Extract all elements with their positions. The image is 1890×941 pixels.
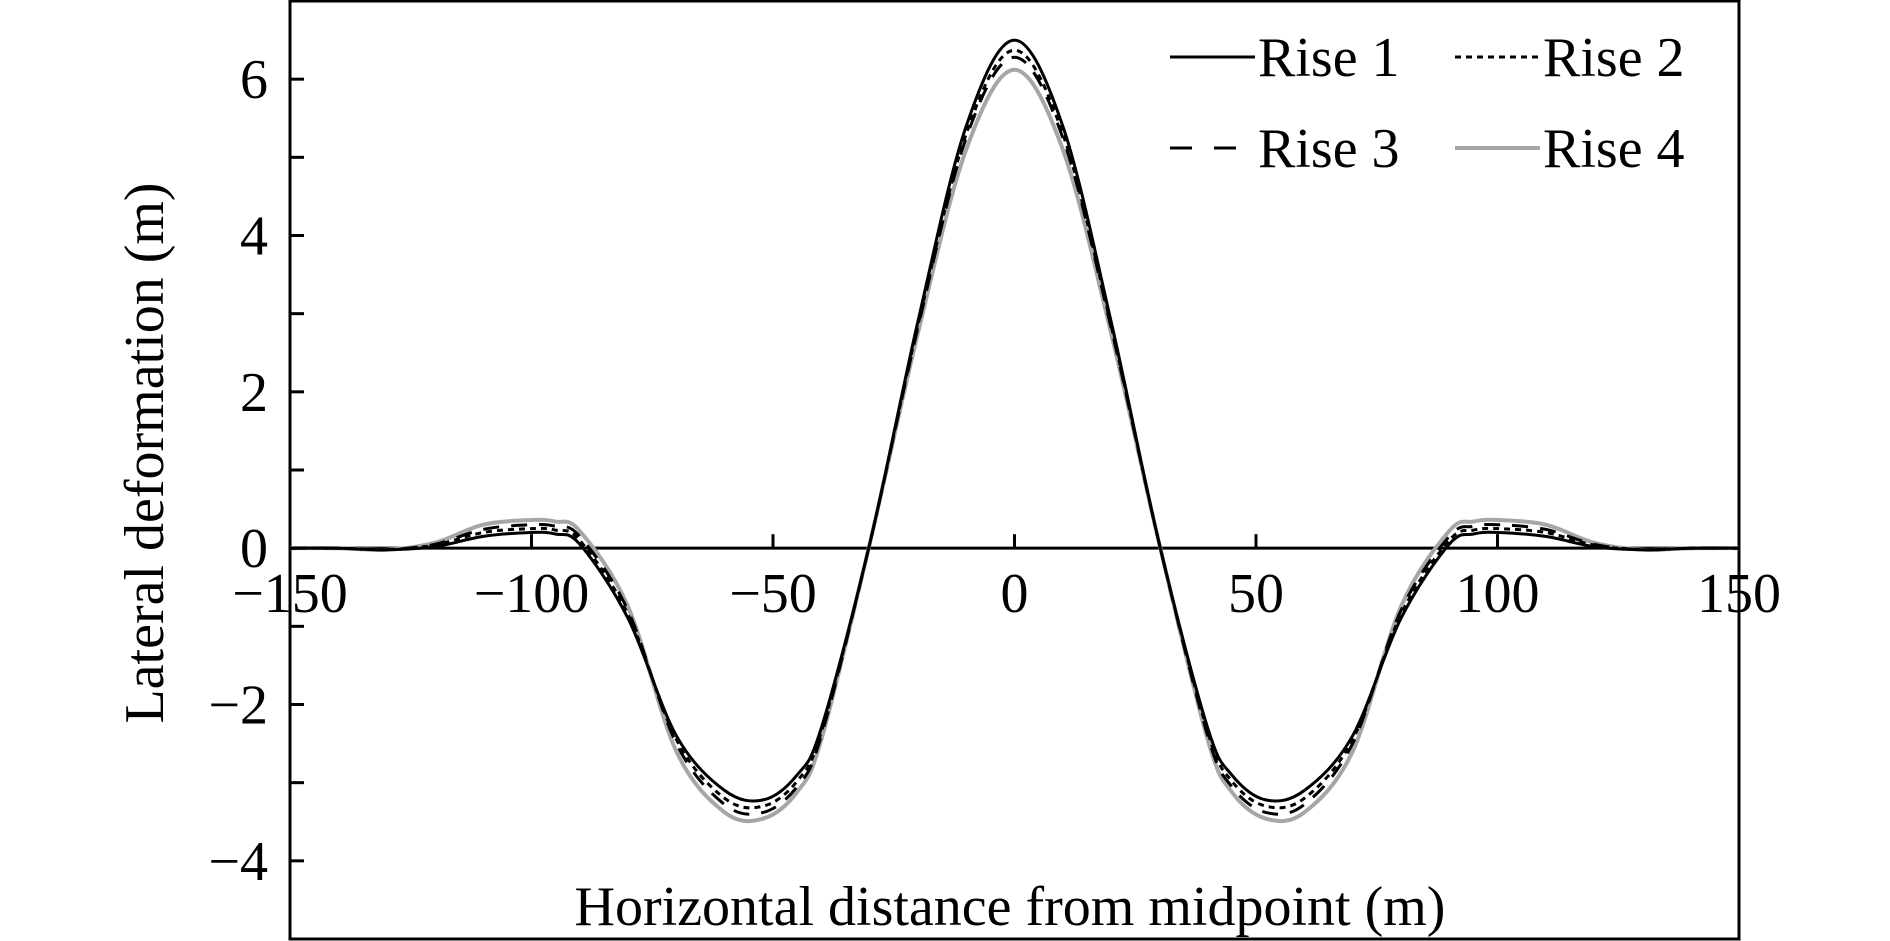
legend: Rise 1 Rise 2 Rise 3 Rise 4 [1170,27,1685,180]
legend-label: Rise 2 [1543,27,1685,89]
x-axis-ticks: −150 −100 −50 0 50 100 150 [232,534,1781,625]
series-line-rise-4 [289,67,1740,824]
series-line-rise-3 [289,55,1740,816]
x-tick-label: 50 [1228,563,1284,625]
y-tick-label: −2 [208,675,268,737]
series-line-rise-2 [289,48,1740,810]
x-tick-label: 0 [1001,563,1029,625]
legend-label: Rise 4 [1543,118,1685,180]
y-tick-label: 0 [240,518,268,580]
x-tick-label: −150 [232,563,348,625]
legend-label: Rise 1 [1258,27,1400,89]
y-tick-label: 6 [240,49,268,111]
legend-label: Rise 3 [1258,118,1400,180]
x-tick-label: −100 [474,563,590,625]
plot-frame [288,0,1741,941]
x-tick-label: 150 [1697,563,1781,625]
x-tick-label: 100 [1456,563,1540,625]
series-layer [289,38,1740,824]
y-axis-title: Lateral deformation (m) [114,182,176,723]
y-axis-ticks: −4 −2 0 2 4 6 [208,0,304,941]
series-line-rise-1 [289,38,1740,803]
x-tick-label: −50 [729,563,817,625]
y-tick-label: −4 [208,831,268,893]
y-tick-label: 2 [240,362,268,424]
x-axis-title: Horizontal distance from midpoint (m) [575,876,1446,938]
y-tick-label: 4 [240,206,268,268]
